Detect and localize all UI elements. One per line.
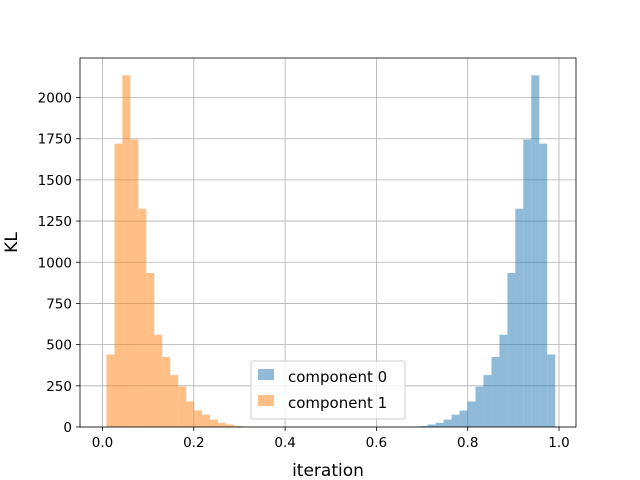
histogram-bar-component-0 bbox=[419, 426, 428, 427]
x-tick-label: 0.6 bbox=[366, 435, 387, 451]
x-tick-label: 0.4 bbox=[274, 435, 295, 451]
grid bbox=[80, 58, 576, 428]
y-axis-ticks: 0 250 500 750 1000 1250 1500 1750 2000 bbox=[38, 91, 80, 436]
x-tick-label: 0.8 bbox=[457, 435, 478, 451]
histogram-bar-component-1 bbox=[210, 419, 219, 427]
histogram-bar-component-1 bbox=[114, 143, 123, 428]
histogram-bar-component-1 bbox=[162, 356, 171, 427]
histogram-bar-component-1 bbox=[186, 401, 195, 427]
x-axis-ticks: 0.0 0.2 0.4 0.6 0.8 1.0 bbox=[92, 427, 570, 451]
histogram-bar-component-1 bbox=[154, 334, 163, 427]
plot-area-frame bbox=[79, 57, 577, 428]
histogram-bar-component-0 bbox=[491, 356, 500, 427]
x-tick-label: 1.0 bbox=[548, 435, 569, 451]
y-tick-label: 750 bbox=[46, 296, 72, 312]
histogram-bar-component-0 bbox=[539, 143, 548, 428]
histogram-bar-component-0 bbox=[459, 410, 468, 427]
y-axis-label: KL bbox=[2, 232, 22, 253]
x-tick-label: 0.2 bbox=[183, 435, 204, 451]
histogram-bar-component-1 bbox=[122, 75, 131, 427]
histogram-bar-component-1 bbox=[170, 375, 179, 427]
histogram-bar-component-0 bbox=[523, 139, 532, 427]
x-tick-label: 0.0 bbox=[92, 435, 113, 451]
y-tick-label: 1500 bbox=[38, 173, 72, 189]
y-tick-label: 1750 bbox=[38, 132, 72, 148]
histogram-bar-component-1 bbox=[146, 272, 155, 427]
histogram-bar-component-1 bbox=[234, 426, 242, 427]
y-tick-label: 0 bbox=[63, 420, 72, 436]
x-axis-label: iteration bbox=[292, 461, 364, 480]
histogram-bar-component-1 bbox=[106, 354, 115, 427]
histogram-bar-component-1 bbox=[226, 424, 235, 427]
legend-label-component-0: component 0 bbox=[288, 368, 387, 386]
histogram-bar-component-0 bbox=[531, 75, 540, 427]
histogram-bar-component-1 bbox=[218, 422, 227, 427]
histogram-bar-component-0 bbox=[515, 208, 524, 427]
histogram-bar-component-1 bbox=[138, 208, 147, 427]
legend: component 0 component 1 bbox=[250, 360, 406, 420]
histogram-bar-component-0 bbox=[475, 386, 484, 427]
histogram-bar-component-0 bbox=[507, 272, 516, 427]
histogram-bar-component-0 bbox=[467, 401, 476, 427]
histogram-bar-component-0 bbox=[499, 334, 508, 427]
y-tick-label: 500 bbox=[46, 338, 72, 354]
legend-swatch-component-1 bbox=[258, 395, 274, 406]
histogram-bar-component-0 bbox=[547, 354, 556, 427]
histogram-bar-component-1 bbox=[130, 139, 139, 427]
legend-label-component-1: component 1 bbox=[288, 394, 387, 412]
histogram-bar-component-0 bbox=[451, 414, 460, 427]
y-tick-label: 1250 bbox=[38, 214, 72, 230]
y-tick-label: 2000 bbox=[38, 91, 72, 107]
histogram-bar-component-0 bbox=[427, 424, 436, 427]
y-tick-label: 250 bbox=[46, 379, 72, 395]
histogram-bar-component-0 bbox=[435, 422, 444, 427]
histogram-bar-component-0 bbox=[443, 419, 452, 427]
histogram-bar-component-1 bbox=[202, 414, 211, 427]
histogram-bar-component-1 bbox=[194, 410, 203, 427]
bars bbox=[106, 75, 556, 428]
legend-swatch-component-0 bbox=[258, 369, 274, 380]
y-tick-label: 1000 bbox=[38, 255, 72, 271]
histogram-bar-component-1 bbox=[178, 386, 187, 427]
histogram-bar-component-0 bbox=[483, 375, 492, 427]
legend-box bbox=[250, 360, 406, 420]
